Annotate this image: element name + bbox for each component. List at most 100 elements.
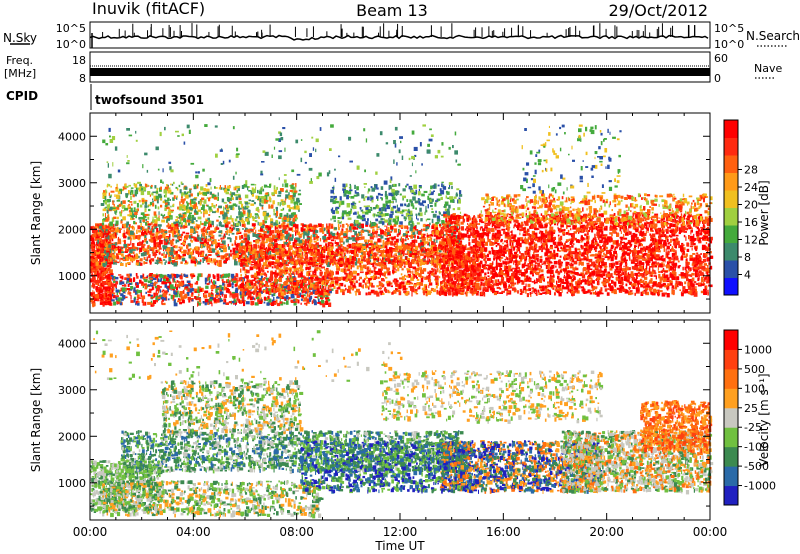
range-gate-cell: [261, 240, 264, 244]
range-gate-cell: [295, 245, 296, 248]
range-gate-cell: [125, 248, 127, 252]
range-gate-cell: [124, 208, 125, 210]
range-gate-cell: [139, 280, 142, 284]
range-gate-cell: [276, 235, 278, 238]
range-gate-cell: [170, 240, 174, 244]
range-gate-cell: [141, 212, 144, 215]
range-gate-cell: [183, 218, 186, 222]
range-gate-cell: [161, 214, 163, 216]
range-gate-cell: [177, 274, 179, 277]
range-gate-cell: [198, 275, 199, 277]
range-gate-cell: [307, 247, 309, 250]
range-gate-cell: [241, 259, 244, 261]
range-gate-cell: [432, 231, 434, 234]
range-gate-cell: [218, 298, 220, 302]
range-gate-cell: [219, 216, 221, 218]
range-gate-cell: [194, 210, 197, 212]
freq-tick-top: 18: [72, 54, 86, 67]
range-gate-cell: [205, 211, 208, 215]
range-gate-cell: [204, 291, 208, 294]
range-gate-cell: [105, 236, 106, 238]
range-gate-cell: [163, 282, 167, 285]
range-gate-cell: [258, 240, 260, 244]
range-gate-cell: [290, 234, 292, 236]
range-gate-cell: [132, 243, 135, 247]
range-gate-cell: [320, 285, 321, 289]
range-gate-cell: [195, 246, 199, 248]
range-gate-cell: [120, 276, 123, 278]
range-gate-cell: [297, 198, 300, 200]
range-gate-cell: [102, 193, 103, 195]
range-gate-cell: [241, 254, 242, 256]
range-gate-cell: [139, 227, 141, 229]
range-gate-cell: [177, 233, 179, 235]
range-gate-cell: [264, 242, 268, 244]
range-gate-cell: [310, 292, 313, 295]
range-gate-cell: [364, 240, 368, 242]
range-gate-cell: [274, 213, 275, 215]
range-gate-cell: [161, 301, 163, 305]
range-gate-cell: [151, 185, 153, 187]
range-gate-cell: [116, 253, 118, 255]
range-gate-cell: [232, 276, 234, 279]
range-gate-cell: [168, 298, 170, 300]
range-gate-cell: [390, 231, 392, 233]
range-gate-cell: [197, 234, 198, 237]
range-gate-cell: [290, 190, 293, 192]
range-gate-cell: [145, 184, 146, 188]
range-gate-cell: [116, 221, 119, 225]
range-gate-cell: [158, 236, 162, 240]
range-gate-cell: [138, 242, 142, 245]
range-gate-cell: [434, 225, 438, 227]
range-gate-cell: [116, 195, 120, 199]
range-gate-cell: [235, 290, 238, 293]
range-gate-cell: [123, 224, 126, 228]
range-gate-cell: [97, 252, 100, 255]
range-gate-cell: [155, 282, 158, 284]
range-gate-cell: [254, 217, 256, 219]
nave-tick-bottom: 0: [714, 72, 721, 85]
range-gate-cell: [236, 216, 238, 218]
range-gate-cell: [179, 239, 182, 241]
range-gate-cell: [283, 286, 286, 288]
range-gate-cell: [130, 190, 132, 193]
range-gate-cell: [133, 221, 135, 224]
range-gate-cell: [152, 248, 154, 253]
range-gate-cell: [93, 296, 95, 299]
range-gate-cell: [210, 192, 212, 195]
range-gate-cell: [111, 283, 115, 287]
range-gate-cell: [134, 227, 135, 229]
range-gate-cell: [317, 296, 318, 299]
range-gate-cell: [266, 298, 268, 300]
nsearch-label: N.Search: [746, 29, 800, 43]
range-gate-cell: [129, 201, 132, 203]
range-gate-cell: [174, 195, 176, 199]
range-gate-cell: [211, 289, 213, 291]
range-gate-cell: [311, 235, 312, 239]
range-gate-cell: [335, 233, 336, 235]
range-gate-cell: [108, 214, 109, 218]
range-gate-cell: [255, 184, 257, 186]
range-gate-cell: [198, 217, 202, 220]
range-gate-cell: [218, 240, 220, 242]
range-gate-cell: [94, 262, 96, 267]
range-gate-cell: [352, 265, 355, 267]
range-gate-cell: [300, 283, 303, 286]
range-gate-cell: [301, 295, 304, 297]
range-gate-cell: [198, 210, 202, 212]
range-gate-cell: [165, 291, 168, 293]
range-gate-cell: [264, 302, 266, 304]
range-gate-cell: [159, 274, 163, 278]
range-gate-cell: [117, 227, 119, 230]
range-gate-cell: [232, 197, 234, 200]
range-gate-cell: [269, 239, 273, 243]
range-gate-cell: [188, 297, 191, 300]
range-gate-cell: [423, 224, 426, 227]
nave-tick-top: 60: [714, 52, 728, 65]
range-gate-cell: [390, 241, 393, 246]
range-gate-cell: [211, 187, 212, 190]
range-gate-cell: [402, 268, 404, 270]
range-gate-cell: [226, 274, 229, 278]
range-gate-cell: [273, 301, 276, 303]
range-gate-cell: [359, 226, 361, 228]
